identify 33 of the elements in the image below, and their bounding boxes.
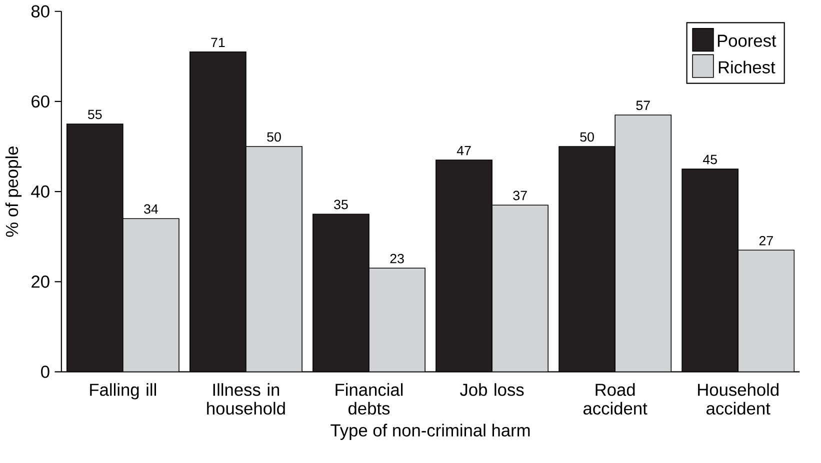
x-axis-title: Type of non-criminal harm bbox=[330, 424, 530, 440]
data-label: 57 bbox=[636, 101, 650, 110]
data-label: 45 bbox=[702, 155, 717, 164]
data-label: 47 bbox=[456, 146, 471, 156]
x-tick-label: Job loss bbox=[460, 383, 524, 396]
bar bbox=[682, 168, 739, 372]
x-tick-label: Household accident bbox=[698, 383, 778, 415]
data-label: 23 bbox=[390, 254, 404, 264]
data-label: 71 bbox=[211, 38, 225, 48]
bar bbox=[190, 52, 246, 372]
x-tick-label: Illness in household bbox=[207, 383, 285, 415]
bar bbox=[312, 214, 370, 372]
data-label: 34 bbox=[144, 204, 158, 214]
data-label: 55 bbox=[88, 110, 102, 120]
data-label: 35 bbox=[334, 200, 348, 210]
x-tick-label: Financial debts bbox=[336, 383, 403, 415]
data-label: 37 bbox=[513, 191, 527, 200]
x-tick-label: Road accident bbox=[583, 383, 648, 415]
y-axis-title: % of people bbox=[5, 146, 22, 237]
bar bbox=[436, 160, 492, 372]
bar bbox=[66, 124, 124, 372]
x-tick-label: Falling ill bbox=[90, 383, 156, 400]
legend-label: Poorest bbox=[718, 34, 776, 48]
y-tick-label: 40 bbox=[31, 186, 50, 198]
bar bbox=[558, 146, 616, 372]
y-tick-label: 20 bbox=[32, 276, 50, 288]
data-label: 50 bbox=[580, 132, 594, 142]
y-tick-label: 80 bbox=[31, 5, 50, 18]
y-tick-label: 60 bbox=[32, 96, 50, 108]
data-label: 50 bbox=[267, 132, 281, 142]
legend-label: Richest bbox=[718, 60, 776, 74]
y-tick-label: 0 bbox=[41, 366, 50, 378]
data-label: 27 bbox=[759, 236, 773, 246]
